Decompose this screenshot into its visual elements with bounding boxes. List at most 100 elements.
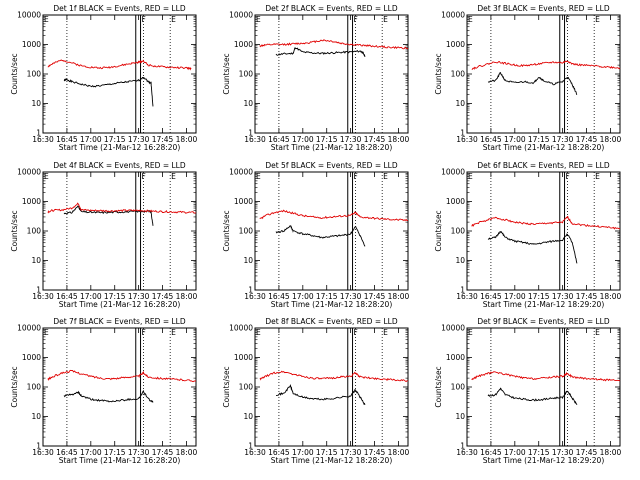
panel-title: Det 8f BLACK = Events, RED = LLD — [265, 317, 398, 326]
plot-frame — [254, 14, 409, 134]
panel-title: Det 4f BLACK = Events, RED = LLD — [53, 161, 186, 170]
panel-title: Det 7f BLACK = Events, RED = LLD — [53, 317, 186, 326]
marker-label-e-left: E — [256, 172, 261, 181]
x-tick-label: 16:30 — [244, 135, 266, 144]
y-tick-label: 10 — [243, 99, 253, 108]
y-tick-label: 1000 — [446, 197, 465, 206]
x-tick-label: 17:30 — [340, 292, 362, 301]
x-axis-label: Start Time (21-Mar-12 18:28:20) — [271, 456, 393, 465]
events-series-line — [276, 384, 366, 405]
lld-series-line — [471, 371, 621, 382]
plot-frame — [466, 171, 621, 291]
y-tick-label: 1 — [36, 286, 41, 295]
marker-label-e: E — [595, 328, 600, 337]
plot-frame — [42, 14, 197, 134]
x-tick-label: 17:15 — [528, 292, 550, 301]
detector-panel: Det 1f BLACK = Events, RED = LLD 1 10 100 10… — [10, 4, 197, 152]
x-axis-label: Start Time (21-Mar-12 16:28:20) — [59, 456, 181, 465]
marker-label-f: F — [354, 328, 358, 337]
x-tick-label: 18:00 — [176, 292, 198, 301]
x-tick-label: 16:45 — [268, 135, 290, 144]
x-tick-label: 17:15 — [528, 448, 550, 457]
panel-title: Det 3f BLACK = Events, RED = LLD — [477, 4, 610, 13]
x-tick-label: 18:00 — [600, 292, 622, 301]
marker-label-f: F — [142, 172, 146, 181]
events-series-line — [487, 387, 578, 406]
x-tick-label: 18:00 — [600, 135, 622, 144]
y-tick-label: 1 — [248, 129, 253, 138]
x-tick-label: 17:15 — [316, 135, 338, 144]
x-tick-label: 18:00 — [388, 135, 410, 144]
x-axis-label: Start Time (21-Mar-12 18:28:20) — [271, 143, 393, 152]
x-tick-label: 16:30 — [32, 448, 54, 457]
x-tick-label: 18:00 — [176, 135, 198, 144]
y-tick-label: 10000 — [441, 324, 465, 333]
x-tick-label: 17:15 — [104, 135, 126, 144]
x-axis-label: Start Time (21-Mar-12 16:28:20) — [59, 300, 181, 309]
plot-frame — [466, 14, 621, 134]
plot-frame — [42, 171, 197, 291]
lld-series-line — [47, 202, 197, 214]
detector-panel: Det 7f BLACK = Events, RED = LLD 1 10 100 10… — [10, 317, 197, 465]
events-series-line — [63, 389, 154, 403]
events-series-line — [487, 72, 578, 95]
x-tick-label: 17:15 — [528, 135, 550, 144]
y-tick-label: 1 — [36, 442, 41, 451]
x-tick-label: 18:00 — [600, 448, 622, 457]
y-tick-label: 100 — [239, 227, 254, 236]
detector-panel: Det 5f BLACK = Events, RED = LLD 1 10 100 10… — [222, 161, 409, 309]
x-tick-label: 17:30 — [552, 292, 574, 301]
plot-frame — [254, 327, 409, 447]
x-axis-label: Start Time (21-Mar-12 18:29:20) — [483, 300, 605, 309]
marker-label-e: E — [171, 328, 176, 337]
plot-frame — [466, 327, 621, 447]
x-tick-label: 16:30 — [32, 292, 54, 301]
events-series-line — [63, 205, 154, 226]
detector-panel: Det 8f BLACK = Events, RED = LLD 1 10 100 10… — [222, 317, 409, 465]
panel-title: Det 1f BLACK = Events, RED = LLD — [53, 4, 186, 13]
y-tick-label: 1000 — [22, 197, 41, 206]
x-tick-label: 17:30 — [340, 448, 362, 457]
x-tick-label: 17:00 — [504, 135, 526, 144]
y-tick-label: 1000 — [22, 40, 41, 49]
marker-label-f: F — [354, 15, 358, 24]
x-tick-label: 16:45 — [268, 292, 290, 301]
y-tick-label: 10 — [455, 99, 465, 108]
y-tick-label: 1000 — [234, 197, 253, 206]
y-tick-label: 10000 — [229, 324, 253, 333]
x-tick-label: 18:00 — [388, 448, 410, 457]
events-series-line — [275, 47, 366, 57]
events-series-line — [487, 230, 578, 264]
y-tick-label: 10000 — [441, 11, 465, 20]
x-tick-label: 16:45 — [56, 292, 78, 301]
y-tick-label: 1 — [36, 129, 41, 138]
y-tick-label: 100 — [27, 227, 42, 236]
plot-frame — [254, 171, 409, 291]
x-axis-label: Start Time (21-Mar-12 16:28:20) — [59, 143, 181, 152]
marker-label-e-left: E — [256, 15, 261, 24]
y-axis-label: Counts/sec — [434, 366, 443, 407]
y-axis-label: Counts/sec — [10, 210, 19, 251]
y-tick-label: 1 — [248, 442, 253, 451]
y-axis-label: Counts/sec — [222, 366, 231, 407]
marker-label-e-left: E — [256, 328, 261, 337]
y-tick-label: 10000 — [17, 324, 41, 333]
x-tick-label: 17:00 — [80, 292, 102, 301]
x-tick-label: 16:45 — [56, 135, 78, 144]
x-tick-label: 17:15 — [104, 448, 126, 457]
x-tick-label: 16:45 — [480, 292, 502, 301]
x-tick-label: 17:30 — [340, 135, 362, 144]
x-tick-label: 17:00 — [80, 135, 102, 144]
y-tick-label: 10000 — [229, 11, 253, 20]
x-tick-label: 17:30 — [128, 135, 150, 144]
x-tick-label: 17:45 — [576, 292, 598, 301]
y-tick-label: 10000 — [17, 168, 41, 177]
y-tick-label: 10000 — [441, 168, 465, 177]
marker-label-f: F — [142, 328, 146, 337]
marker-label-f: F — [354, 172, 358, 181]
x-tick-label: 16:45 — [268, 448, 290, 457]
detector-panel: Det 2f BLACK = Events, RED = LLD 1 10 100 10… — [222, 4, 409, 152]
y-tick-label: 100 — [27, 383, 42, 392]
lld-series-line — [259, 370, 409, 383]
